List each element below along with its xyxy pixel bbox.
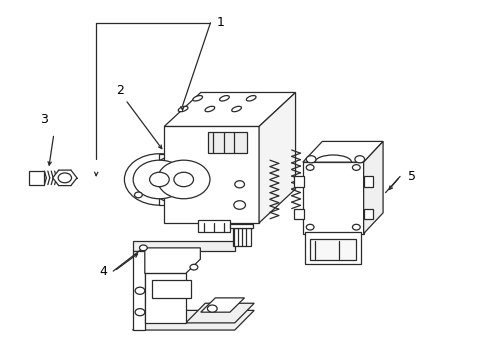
Circle shape: [135, 287, 144, 294]
Polygon shape: [302, 141, 382, 162]
Circle shape: [157, 160, 209, 199]
Text: 2: 2: [116, 84, 124, 97]
Ellipse shape: [219, 96, 229, 101]
Circle shape: [207, 305, 217, 312]
Bar: [293, 208, 303, 219]
Circle shape: [354, 156, 364, 163]
Polygon shape: [132, 310, 254, 330]
Polygon shape: [259, 93, 295, 223]
Circle shape: [305, 156, 315, 163]
Circle shape: [124, 154, 194, 205]
Ellipse shape: [192, 96, 202, 101]
Bar: [305, 232, 361, 264]
Bar: [29, 171, 44, 185]
Circle shape: [163, 162, 209, 197]
Text: 3: 3: [40, 113, 48, 126]
Circle shape: [352, 165, 360, 170]
Circle shape: [305, 165, 313, 170]
Ellipse shape: [231, 106, 241, 112]
Bar: [230, 224, 253, 228]
Bar: [363, 176, 372, 187]
Circle shape: [148, 154, 218, 205]
Bar: [198, 220, 229, 232]
Circle shape: [352, 224, 360, 230]
Text: 1: 1: [216, 16, 224, 29]
Ellipse shape: [204, 106, 214, 112]
Polygon shape: [363, 141, 382, 234]
Bar: [159, 154, 183, 205]
Circle shape: [149, 172, 169, 187]
Ellipse shape: [178, 106, 187, 112]
Circle shape: [305, 224, 313, 230]
Bar: [293, 176, 303, 187]
Ellipse shape: [246, 96, 256, 101]
Bar: [164, 126, 259, 223]
Circle shape: [233, 201, 245, 209]
Bar: [309, 239, 356, 260]
Bar: [363, 208, 372, 219]
Polygon shape: [144, 248, 200, 274]
Circle shape: [135, 309, 144, 316]
Circle shape: [58, 173, 71, 183]
Text: 5: 5: [407, 170, 415, 183]
Circle shape: [174, 172, 193, 187]
Polygon shape: [201, 298, 244, 312]
Bar: [302, 162, 363, 234]
Bar: [232, 228, 250, 246]
Polygon shape: [132, 241, 234, 251]
Circle shape: [133, 160, 185, 199]
Circle shape: [154, 156, 217, 203]
Circle shape: [190, 264, 198, 270]
Circle shape: [134, 192, 142, 198]
Circle shape: [139, 245, 147, 251]
Polygon shape: [132, 251, 144, 330]
Polygon shape: [185, 303, 254, 323]
Circle shape: [234, 181, 244, 188]
Polygon shape: [144, 274, 185, 323]
Polygon shape: [152, 280, 191, 298]
Polygon shape: [53, 170, 77, 186]
Polygon shape: [164, 93, 295, 126]
Bar: [207, 132, 246, 153]
Text: 4: 4: [100, 265, 107, 278]
